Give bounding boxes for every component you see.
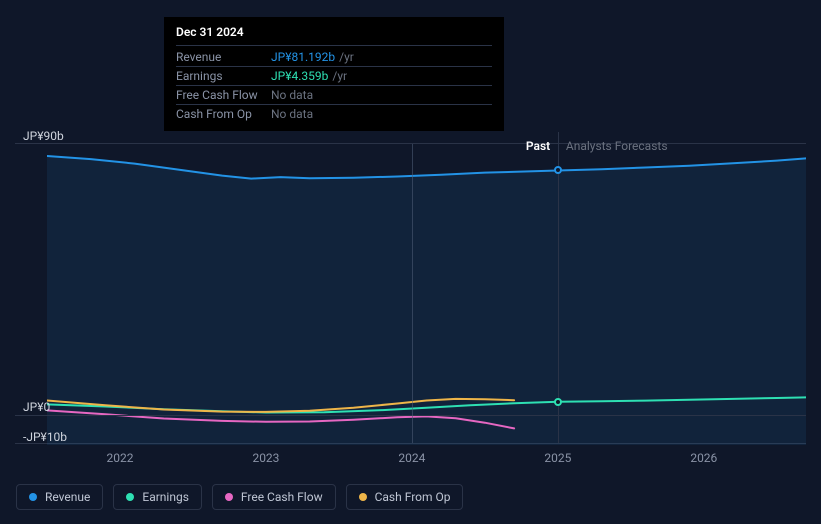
tooltip-row: Free Cash FlowNo data (176, 86, 492, 105)
legend-dot-icon (225, 493, 233, 501)
tooltip-metric-label: Earnings (176, 69, 271, 83)
tooltip-row: Cash From OpNo data (176, 105, 492, 123)
past-forecast-divider (558, 132, 559, 443)
x-axis-tick-label: 2024 (398, 451, 425, 465)
tooltip-metric-label: Cash From Op (176, 107, 271, 121)
tooltip-row: RevenueJP¥81.192b/yr (176, 48, 492, 67)
series-fill-revenue (47, 156, 806, 445)
tooltip-date: Dec 31 2024 (176, 25, 492, 46)
legend-label: Earnings (142, 490, 189, 504)
gridline-zero (15, 415, 806, 416)
legend-item-cash-from-op[interactable]: Cash From Op (346, 484, 464, 510)
plot-area[interactable]: 20222023202420252026PastAnalysts Forecas… (15, 143, 806, 444)
chart-svg (47, 144, 806, 445)
legend-item-earnings[interactable]: Earnings (113, 484, 202, 510)
x-axis-tick-label: 2022 (106, 451, 133, 465)
tooltip-metric-value: JP¥4.359b/yr (271, 69, 347, 83)
y-axis-tick-label: -JP¥10b (23, 430, 67, 444)
legend-item-free-cash-flow[interactable]: Free Cash Flow (212, 484, 336, 510)
x-axis-tick-label: 2023 (252, 451, 279, 465)
tooltip-metric-value: No data (271, 88, 313, 102)
tooltip-metric-value: JP¥81.192b/yr (271, 50, 354, 64)
past-label: Past (526, 139, 550, 153)
hover-marker-revenue (554, 166, 562, 174)
chart-legend: Revenue Earnings Free Cash Flow Cash From O… (16, 484, 463, 510)
legend-item-revenue[interactable]: Revenue (16, 484, 103, 510)
tooltip-metric-label: Revenue (176, 50, 271, 64)
hover-guideline (412, 144, 413, 443)
y-axis-tick-label: JP¥0 (23, 400, 50, 414)
tooltip-row: EarningsJP¥4.359b/yr (176, 67, 492, 86)
x-axis-tick-label: 2025 (544, 451, 571, 465)
forecast-label: Analysts Forecasts (566, 139, 668, 153)
legend-dot-icon (29, 493, 37, 501)
chart-tooltip: Dec 31 2024 RevenueJP¥81.192b/yrEarnings… (164, 17, 504, 131)
legend-dot-icon (126, 493, 134, 501)
x-axis-tick-label: 2026 (690, 451, 717, 465)
tooltip-metric-value: No data (271, 107, 313, 121)
hover-marker-earnings (554, 398, 562, 406)
y-axis-tick-label: JP¥90b (23, 129, 64, 143)
legend-label: Cash From Op (375, 490, 451, 504)
legend-dot-icon (359, 493, 367, 501)
legend-label: Revenue (45, 490, 90, 504)
legend-label: Free Cash Flow (241, 490, 323, 504)
financials-chart: 2022 2023 2024 2025 2026 Past Analysts Forecas… (15, 125, 806, 474)
tooltip-metric-label: Free Cash Flow (176, 88, 271, 102)
